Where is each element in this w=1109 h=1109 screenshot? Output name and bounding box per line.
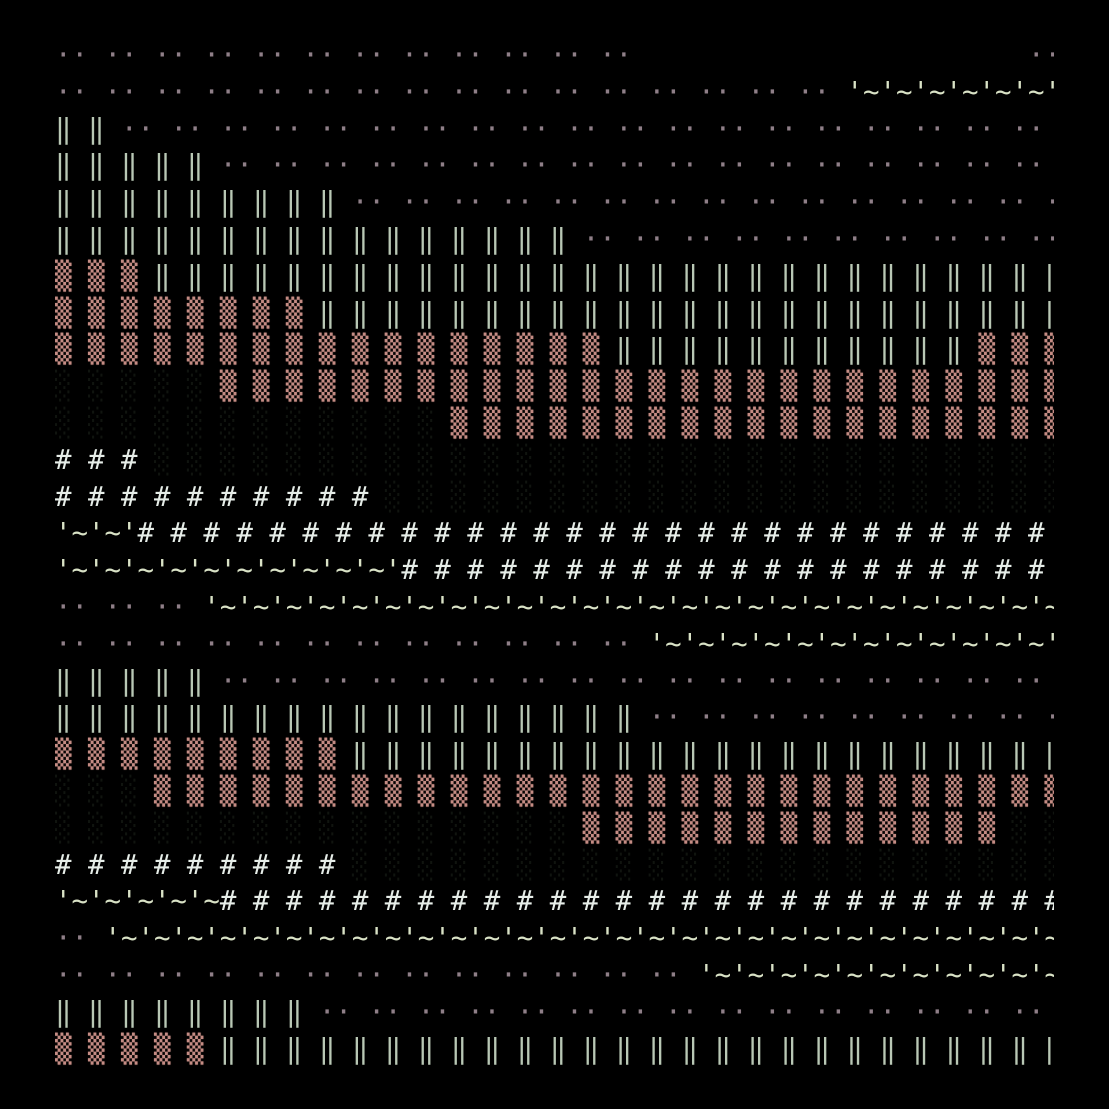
- ascii-segment-blocks: ▒ ▒ ▒ ▒ ▒ ▒ ▒ ▒ ▒ ▒ ▒ ▒ ▒ ▒ ▒ ▒ ▒: [55, 334, 616, 366]
- ascii-segment-bars: ‖ ‖: [55, 113, 121, 145]
- ascii-segment-bars: ‖ ‖ ‖ ‖ ‖ ‖ ‖ ‖ ‖ ‖ ‖ ‖ ‖ ‖ ‖ ‖ ‖ ‖: [55, 702, 649, 734]
- ascii-row: ░ ░ ░ ░ ░ ░ ░ ░ ░ ░ ░ ░ ▒ ▒ ▒ ▒ ▒ ▒ ▒ ▒ …: [55, 406, 1054, 443]
- ascii-segment-blocks: ▒ ▒ ▒ ▒ ▒: [55, 1033, 220, 1065]
- ascii-row: '~'~'~'~'~'~'~'~'~'~'# # # # # # # # # #…: [55, 553, 1054, 590]
- ascii-segment-blocks: ▒ ▒ ▒: [55, 260, 154, 292]
- ascii-row: '~'~'# # # # # # # # # # # # # # # # # #…: [55, 516, 1054, 553]
- ascii-segment-wave: '~'~'~'~'~'~'~'~'~'~'~'~'~'~: [846, 76, 1054, 108]
- ascii-segment-hash: # # # # # # # # #: [55, 849, 352, 881]
- ascii-segment-blocks: ▒ ▒ ▒ ▒ ▒ ▒ ▒ ▒: [978, 334, 1054, 366]
- ascii-segment-dots: ·· ·· ·· ·· ·· ·· ·· ·· ·· ·· ·· ·· ·· ·…: [219, 150, 1045, 182]
- ascii-segment-hash: # # #: [55, 444, 154, 476]
- ascii-segment-blocks: ▒ ▒ ▒ ▒ ▒ ▒ ▒ ▒ ▒ ▒ ▒ ▒ ▒: [582, 812, 1012, 844]
- ascii-segment-blocks: ▒ ▒ ▒ ▒ ▒ ▒ ▒ ▒ ▒ ▒ ▒ ▒ ▒ ▒ ▒ ▒ ▒ ▒ ▒ ▒ …: [153, 775, 1054, 807]
- ascii-row: ‖ ‖ ‖ ‖ ‖ ‖ ‖ ‖ ‖ ‖ ‖ ‖ ‖ ‖ ‖ ‖ ·· ·· ··…: [55, 222, 1054, 259]
- ascii-row: ·· ·· ·· ·· ·· ·· ·· ·· ·· ·· ·· ·· ·· '…: [55, 958, 1054, 995]
- ascii-row: # # # # # # # # # ░ ░ ░ ░ ░ ░ ░ ░ ░ ░ ░ …: [55, 848, 1054, 885]
- ascii-row: ‖ ‖ ·· ·· ·· ·· ·· ·· ·· ·· ·· ·· ·· ·· …: [55, 112, 1054, 149]
- ascii-segment-shade: ░ ░ ░ ░ ░: [55, 371, 220, 403]
- ascii-segment-space: [632, 40, 1028, 71]
- ascii-segment-dots: ·· ·· ·· ·· ·· ·· ·· ·· ·· ·· ·· ··: [55, 40, 633, 71]
- ascii-row: ‖ ‖ ‖ ‖ ‖ ·· ·· ·· ·· ·· ·· ·· ·· ·· ·· …: [55, 148, 1054, 185]
- ascii-segment-shade: ░ ░ ░ ░ ░ ░ ░ ░ ░ ░ ░ ░ ░ ░ ░ ░ ░ ░ ░ ░ …: [153, 444, 1054, 476]
- ascii-segment-wave: '~'~'~'~'~'~'~'~'~'~'~'~'~'~'~'~'~'~'~'~…: [698, 959, 1054, 991]
- ascii-row: ·· ·· ·· ·· ·· ·· ·· ·· ·· ·· ·· ·· ·· ·…: [55, 38, 1054, 75]
- ascii-segment-shade: ░ ░ ░ ░ ░ ░ ░ ░ ░ ░ ░ ░ ░ ░ ░ ░: [55, 812, 583, 844]
- ascii-segment-bars: ‖ ‖ ‖ ‖ ‖ ‖ ‖ ‖ ‖ ‖ ‖: [615, 334, 979, 366]
- ascii-segment-bars: ‖ ‖ ‖ ‖ ‖ ‖ ‖ ‖ ‖: [55, 187, 352, 219]
- ascii-row: ‖ ‖ ‖ ‖ ‖ ‖ ‖ ‖ ‖ ·· ·· ·· ·· ·· ·· ·· ·…: [55, 185, 1054, 222]
- ascii-segment-bars: ‖ ‖ ‖ ‖ ‖: [55, 150, 220, 182]
- ascii-segment-wave: '~'~'~'~'~'~'~'~'~'~'~'~'~'~'~'~'~'~'~'~…: [203, 591, 1054, 623]
- ascii-row: ▒ ▒ ▒ ▒ ▒ ▒ ▒ ▒ ▒ ‖ ‖ ‖ ‖ ‖ ‖ ‖ ‖ ‖ ‖ ‖ …: [55, 737, 1054, 774]
- ascii-segment-dots: ·· ·· ·· ·· ·· ·· ·· ·· ·· ·· ·· ·· ·· ·…: [55, 76, 847, 108]
- ascii-segment-bars: ‖ ‖ ‖ ‖ ‖ ‖ ‖ ‖ ‖ ‖ ‖ ‖ ‖ ‖ ‖ ‖ ‖ ‖ ‖ ‖ …: [219, 1033, 1054, 1065]
- ascii-row: ▒ ▒ ▒ ▒ ▒ ‖ ‖ ‖ ‖ ‖ ‖ ‖ ‖ ‖ ‖ ‖ ‖ ‖ ‖ ‖ …: [55, 1032, 1054, 1068]
- ascii-row: # # # ░ ░ ░ ░ ░ ░ ░ ░ ░ ░ ░ ░ ░ ░ ░ ░ ░ …: [55, 443, 1054, 480]
- ascii-segment-dots: ·· ·· ·· ·· ·· ·· ·· ·· ·· ·· ·· ··: [55, 628, 649, 660]
- ascii-segment-wave: '~'~'~'~'~'~'~'~'~'~'~'~'~'~'~'~'~'~'~'~…: [104, 923, 1054, 955]
- ascii-segment-dots: ·· ·· ·· ·· ·· ·· ·· ·· ·· ·· ·· ··: [582, 223, 1054, 255]
- ascii-row: ▒ ▒ ▒ ▒ ▒ ▒ ▒ ▒ ‖ ‖ ‖ ‖ ‖ ‖ ‖ ‖ ‖ ‖ ‖ ‖ …: [55, 296, 1054, 333]
- ascii-segment-dots: ·· ·· ·· ·· ·· ·· ·· ·· ·· ·· ·· ·· ·· ·…: [120, 113, 1045, 145]
- ascii-segment-dots: ·· ·· ·· ·· ·· ·· ·· ·· ·· ·· ·· ·· ··: [55, 959, 699, 991]
- ascii-art-clip: ·· ·· ·· ·· ·· ·· ·· ·· ·· ·· ·· ·· · · ·…: [55, 38, 1054, 1068]
- ascii-art-text: ·· ·· ·· ·· ·· ·· ·· ·· ·· ·· ·· ·· · · ·…: [55, 38, 1054, 1068]
- ascii-row: ▒ ▒ ▒ ▒ ▒ ▒ ▒ ▒ ▒ ▒ ▒ ▒ ▒ ▒ ▒ ▒ ▒ ‖ ‖ ‖ …: [55, 332, 1054, 369]
- ascii-segment-shade: ░ ░ ░ ░ ░ ░ ░ ░ ░ ░ ░ ░ ░ ░ ░ ░ ░ ░ ░ ░ …: [351, 849, 1054, 881]
- ascii-segment-dots: ·· ··: [1027, 40, 1054, 71]
- ascii-segment-dots: ·· ·· ·· ·· ·· ·· ·· ·· ·· ·· ·· ·· ·· ·…: [318, 996, 1045, 1028]
- ascii-segment-shade: ░ ░ ░ ░ ░ ░ ░ ░: [1011, 812, 1054, 844]
- ascii-segment-blocks: ▒ ▒ ▒ ▒ ▒ ▒ ▒ ▒: [55, 297, 319, 329]
- ascii-segment-bars: ‖ ‖ ‖ ‖ ‖ ‖ ‖ ‖: [55, 996, 319, 1028]
- ascii-row: # # # # # # # # # # ░ ░ ░ ░ ░ ░ ░ ░ ░ ░ …: [55, 480, 1054, 517]
- ascii-row: ░ ░ ░ ░ ░ ▒ ▒ ▒ ▒ ▒ ▒ ▒ ▒ ▒ ▒ ▒ ▒ ▒ ▒ ▒ …: [55, 369, 1054, 406]
- ascii-row: ·· ·· ·· ·· ·· ·· ·· ·· ·· ·· ·· ·· ·· ·…: [55, 75, 1054, 112]
- ascii-row: ·· ·· ·· '~'~'~'~'~'~'~'~'~'~'~'~'~'~'~'…: [55, 590, 1054, 627]
- ascii-segment-shade: ░ ░ ░: [55, 775, 154, 807]
- ascii-segment-blocks: ▒ ▒ ▒ ▒ ▒ ▒ ▒ ▒ ▒ ▒ ▒ ▒ ▒ ▒ ▒ ▒ ▒ ▒ ▒ ▒ …: [450, 407, 1054, 439]
- ascii-row: '~'~'~'~'~# # # # # # # # # # # # # # # …: [55, 884, 1054, 921]
- ascii-segment-hash: # # # # # # # # # # # # # # # # # # # # …: [401, 555, 1045, 587]
- ascii-segment-dots: ·· ·· ··: [55, 591, 204, 623]
- ascii-row: ‖ ‖ ‖ ‖ ‖ ‖ ‖ ‖ ‖ ‖ ‖ ‖ ‖ ‖ ‖ ‖ ‖ ‖ ·· ·…: [55, 700, 1054, 737]
- ascii-segment-hash: # # # # # # # # # # # # # # # # # # # # …: [219, 886, 1054, 918]
- ascii-row: ·· '~'~'~'~'~'~'~'~'~'~'~'~'~'~'~'~'~'~'…: [55, 921, 1054, 958]
- ascii-row: ░ ░ ░ ░ ░ ░ ░ ░ ░ ░ ░ ░ ░ ░ ░ ░ ▒ ▒ ▒ ▒ …: [55, 811, 1054, 848]
- ascii-segment-shade: ░ ░ ░ ░ ░ ░ ░ ░ ░ ░ ░ ░: [55, 407, 451, 439]
- ascii-segment-wave: '~'~': [55, 518, 138, 550]
- ascii-segment-wave: '~'~'~'~'~'~'~'~'~'~': [55, 555, 402, 587]
- ascii-segment-bars: ‖ ‖ ‖ ‖ ‖ ‖ ‖ ‖ ‖ ‖ ‖ ‖ ‖ ‖ ‖ ‖ ‖ ‖ ‖ ‖ …: [318, 297, 1054, 329]
- ascii-segment-hash: # # # # # # # # # # # # # # # # # # # # …: [137, 518, 1045, 550]
- ascii-segment-bars: ‖ ‖ ‖ ‖ ‖ ‖ ‖ ‖ ‖ ‖ ‖ ‖ ‖ ‖ ‖ ‖ ‖ ‖ ‖ ‖ …: [153, 260, 1054, 292]
- ascii-row: ·· ·· ·· ·· ·· ·· ·· ·· ·· ·· ·· ·· '~'~…: [55, 627, 1054, 664]
- ascii-segment-wave: '~'~'~'~'~'~'~'~'~'~'~'~'~'~'~'~'~'~'~'~…: [648, 628, 1054, 660]
- ascii-segment-blocks: ▒ ▒ ▒ ▒ ▒ ▒ ▒ ▒ ▒: [55, 739, 352, 771]
- ascii-segment-bars: ‖ ‖ ‖ ‖ ‖ ‖ ‖ ‖ ‖ ‖ ‖ ‖ ‖ ‖ ‖ ‖: [55, 223, 583, 255]
- ascii-row: ▒ ▒ ▒ ‖ ‖ ‖ ‖ ‖ ‖ ‖ ‖ ‖ ‖ ‖ ‖ ‖ ‖ ‖ ‖ ‖ …: [55, 259, 1054, 296]
- ascii-segment-dots: ·· ·· ·· ·· ·· ·· ·· ·· ·· ·· ·· ·· ·· ·…: [351, 187, 1054, 219]
- ascii-row: ░ ░ ░ ▒ ▒ ▒ ▒ ▒ ▒ ▒ ▒ ▒ ▒ ▒ ▒ ▒ ▒ ▒ ▒ ▒ …: [55, 774, 1054, 811]
- ascii-segment-dots: ·· ·· ·· ·· ·· ·· ·· ·· ·· ·· ·· ·· ·· ·…: [219, 665, 1045, 697]
- ascii-segment-dots: ·· ·· ·· ·· ·· ·· ·· ·· ·· ··: [648, 702, 1054, 734]
- ascii-row: ‖ ‖ ‖ ‖ ‖ ‖ ‖ ‖ ·· ·· ·· ·· ·· ·· ·· ·· …: [55, 995, 1054, 1032]
- ascii-segment-hash: # # # # # # # # # #: [55, 481, 385, 513]
- ascii-row: ‖ ‖ ‖ ‖ ‖ ·· ·· ·· ·· ·· ·· ·· ·· ·· ·· …: [55, 664, 1054, 701]
- ascii-segment-blocks: ▒ ▒ ▒ ▒ ▒ ▒ ▒ ▒ ▒ ▒ ▒ ▒ ▒ ▒ ▒ ▒ ▒ ▒ ▒ ▒ …: [219, 371, 1054, 403]
- ascii-segment-dots: ··: [55, 923, 105, 955]
- ascii-segment-shade: ░ ░ ░ ░ ░ ░ ░ ░ ░ ░ ░ ░ ░ ░ ░ ░ ░ ░ ░ ░ …: [384, 481, 1054, 513]
- ascii-segment-wave: '~'~'~'~'~: [55, 886, 220, 918]
- ascii-segment-bars: ‖ ‖ ‖ ‖ ‖: [55, 665, 220, 697]
- ascii-segment-bars: ‖ ‖ ‖ ‖ ‖ ‖ ‖ ‖ ‖ ‖ ‖ ‖ ‖ ‖ ‖ ‖ ‖ ‖ ‖ ‖ …: [351, 739, 1054, 771]
